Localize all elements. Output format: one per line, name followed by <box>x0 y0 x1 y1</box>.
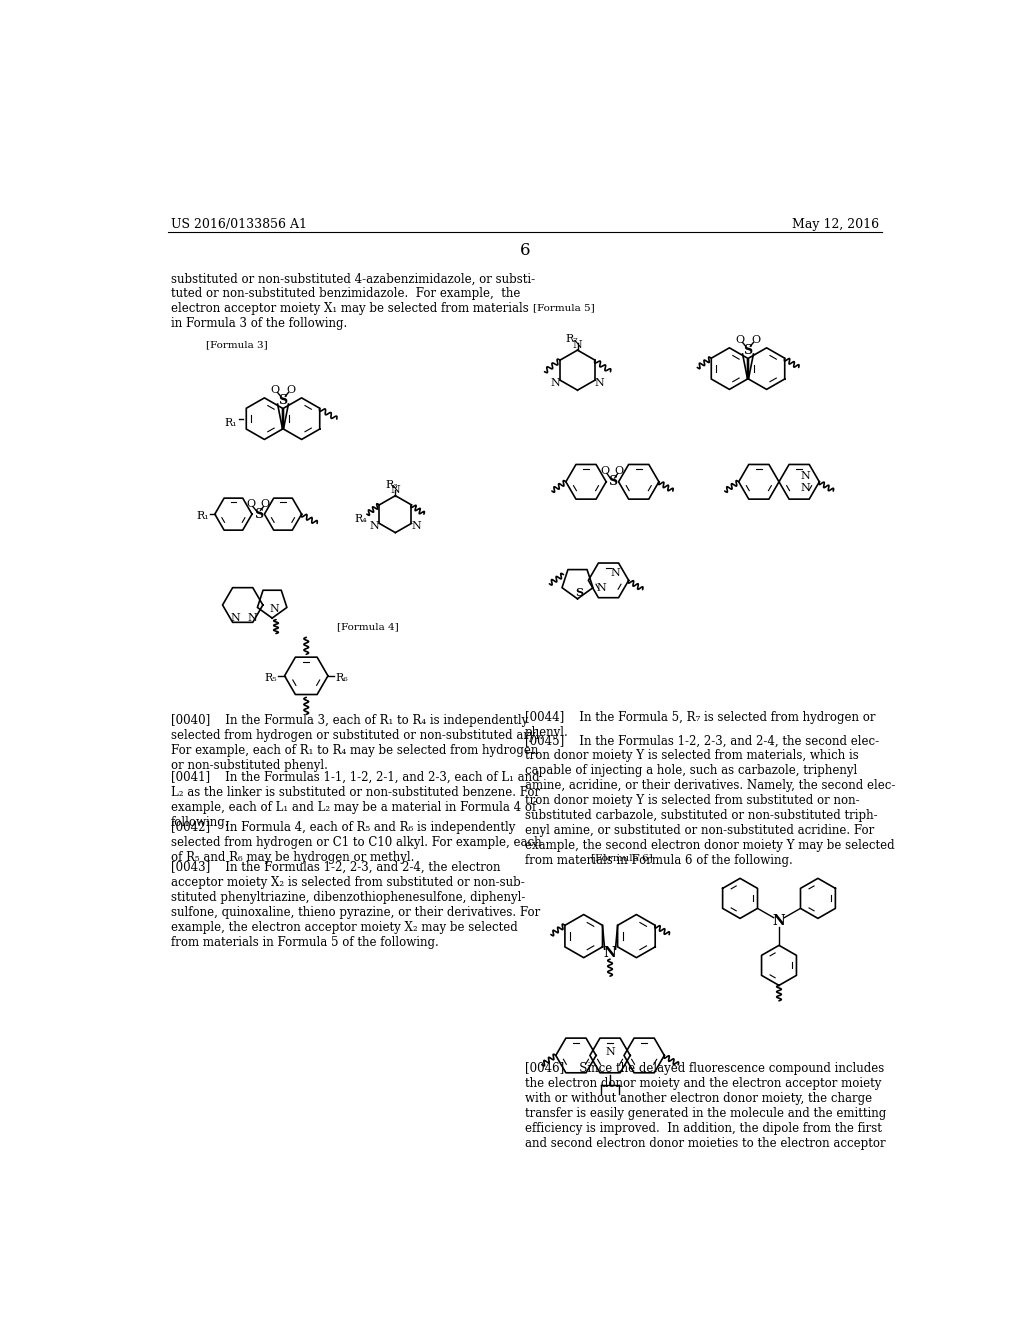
Text: N: N <box>370 521 380 531</box>
Text: O: O <box>614 466 624 477</box>
Text: R₄: R₄ <box>354 513 367 524</box>
Text: [Formula 5]: [Formula 5] <box>532 304 594 312</box>
Text: N: N <box>801 471 810 480</box>
Text: S: S <box>608 475 616 488</box>
Text: O: O <box>601 466 610 477</box>
Text: S: S <box>575 587 583 598</box>
Text: N: N <box>551 378 560 388</box>
Text: N: N <box>604 946 616 960</box>
Text: [Formula 3]: [Formula 3] <box>206 341 267 348</box>
Text: US 2016/0133856 A1: US 2016/0133856 A1 <box>171 218 306 231</box>
Text: N: N <box>597 583 606 593</box>
Text: O: O <box>261 499 269 510</box>
Text: N: N <box>605 1047 615 1056</box>
Text: R₁: R₁ <box>224 417 238 428</box>
Text: N: N <box>801 483 810 492</box>
Text: [0043]    In the Formulas 1-2, 2-3, and 2-4, the electron
acceptor moiety X₂ is : [0043] In the Formulas 1-2, 2-3, and 2-4… <box>171 861 540 949</box>
Text: R₇: R₇ <box>565 334 578 343</box>
Text: [0045]    In the Formulas 1-2, 2-3, and 2-4, the second elec-
tron donor moiety : [0045] In the Formulas 1-2, 2-3, and 2-4… <box>524 734 895 867</box>
Text: [Formula 6]: [Formula 6] <box>591 854 652 863</box>
Text: R₁: R₁ <box>197 511 209 521</box>
Text: R₃: R₃ <box>385 480 398 490</box>
Text: N: N <box>269 603 280 614</box>
Text: R₆: R₆ <box>336 673 348 684</box>
Text: S: S <box>254 508 263 520</box>
Text: O: O <box>270 385 280 395</box>
Text: S: S <box>743 343 753 356</box>
Text: [Formula 4]: [Formula 4] <box>337 622 399 631</box>
Text: N: N <box>610 568 621 578</box>
Text: N: N <box>595 378 604 388</box>
Text: [0040]    In the Formula 3, each of R₁ to R₄ is independently
selected from hydr: [0040] In the Formula 3, each of R₁ to R… <box>171 714 543 772</box>
Text: N: N <box>412 521 421 531</box>
Text: O: O <box>752 335 760 345</box>
Text: [0042]    In Formula 4, each of R₅ and R₆ is independently
selected from hydroge: [0042] In Formula 4, each of R₅ and R₆ i… <box>171 821 542 863</box>
Text: N: N <box>230 612 241 623</box>
Text: [0041]    In the Formulas 1-1, 1-2, 2-1, and 2-3, each of L₁ and
L₂ as the linke: [0041] In the Formulas 1-1, 1-2, 2-1, an… <box>171 771 540 829</box>
Text: N: N <box>248 612 257 623</box>
Text: [0046]    Since the delayed fluorescence compound includes
the electron donor mo: [0046] Since the delayed fluorescence co… <box>524 1061 886 1150</box>
Text: N: N <box>773 913 785 928</box>
Text: 6: 6 <box>519 242 530 259</box>
Text: substituted or non-substituted 4-azabenzimidazole, or substi-
tuted or non-subst: substituted or non-substituted 4-azabenz… <box>171 272 535 330</box>
Text: O: O <box>286 385 295 395</box>
Text: O: O <box>247 499 256 510</box>
Text: S: S <box>279 393 288 407</box>
Text: [0044]    In the Formula 5, R₇ is selected from hydrogen or
phenyl.: [0044] In the Formula 5, R₇ is selected … <box>524 711 876 739</box>
Text: O: O <box>735 335 744 345</box>
Text: R₅: R₅ <box>264 673 276 684</box>
Text: N: N <box>390 486 400 495</box>
Text: N: N <box>572 339 583 350</box>
Text: May 12, 2016: May 12, 2016 <box>792 218 879 231</box>
